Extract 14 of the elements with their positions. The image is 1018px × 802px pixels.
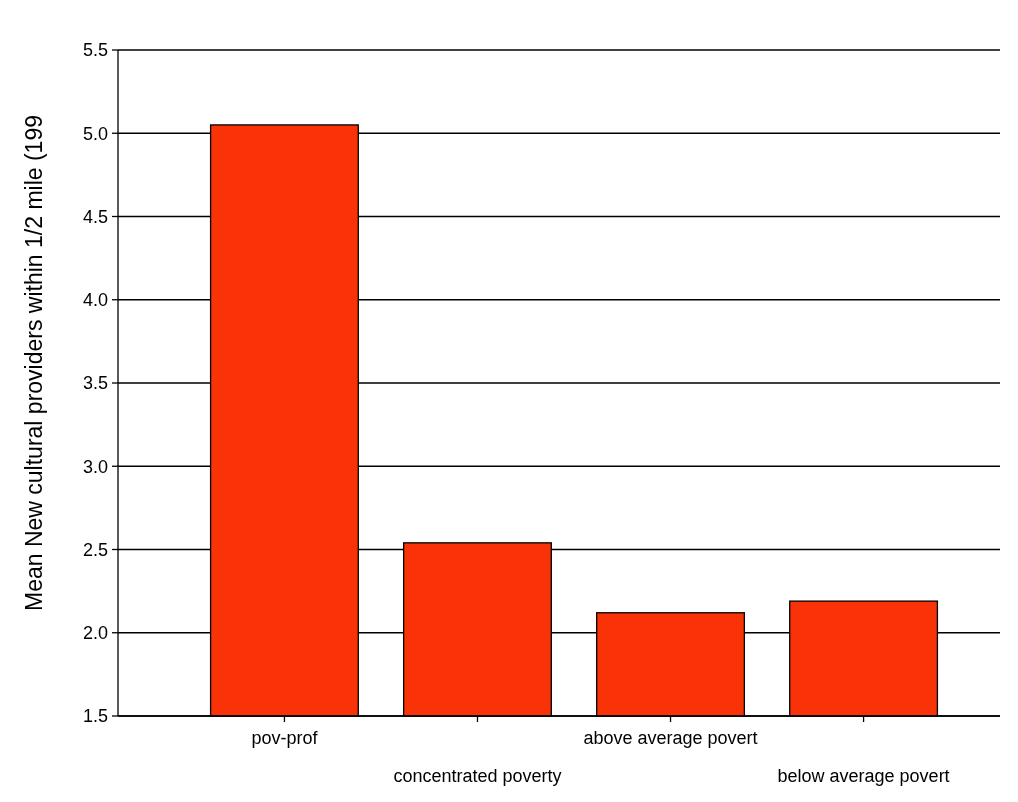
y-tick-label: 3.5 [82, 373, 108, 394]
y-tick-label: 3.0 [82, 456, 108, 477]
x-tick-label: concentrated poverty [393, 766, 562, 786]
y-tick-label: 4.0 [82, 290, 108, 311]
y-tick-label: 2.5 [82, 539, 108, 560]
x-tick-label: pov-prof [251, 728, 319, 748]
y-tick-label: 4.5 [82, 206, 108, 227]
y-axis-title: Mean New cultural providers within 1/2 mile (199 [21, 115, 47, 611]
y-tick-label: 1.5 [82, 706, 108, 727]
y-tick-label: 5.0 [82, 123, 108, 144]
x-tick-label: below average povert [777, 766, 950, 786]
x-tick-label: above average povert [583, 728, 758, 748]
y-tick-label: 5.5 [82, 40, 108, 61]
y-tick-label: 2.0 [82, 623, 108, 644]
